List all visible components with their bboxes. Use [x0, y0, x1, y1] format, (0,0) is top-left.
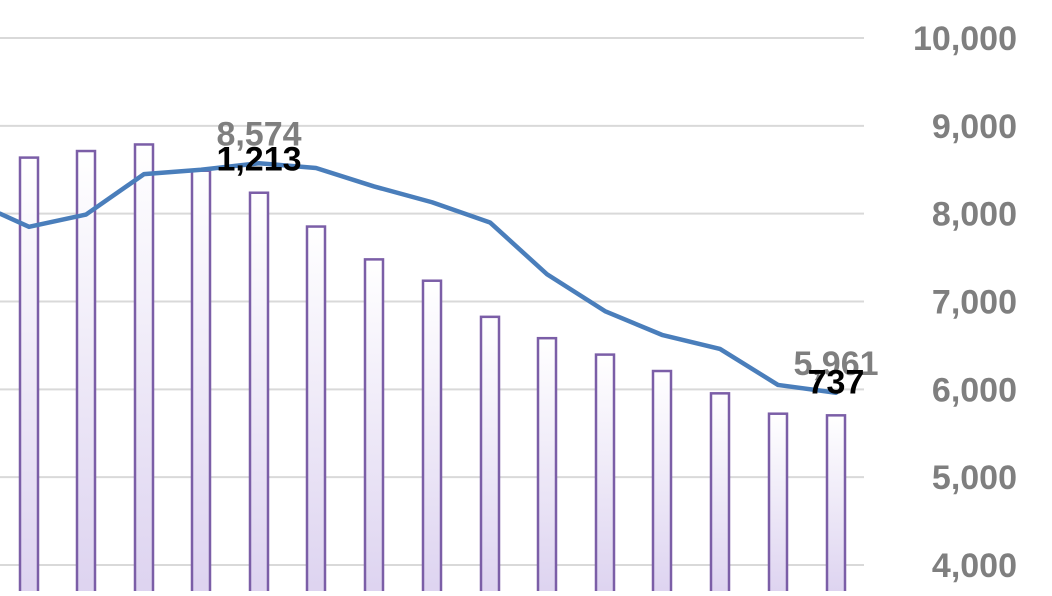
bar [248, 191, 270, 596]
line-data-label: 8,574 [216, 115, 301, 153]
bar [133, 143, 155, 596]
line-data-label: 5,961 [793, 345, 878, 383]
y-tick-label: 8,000 [932, 196, 1017, 234]
bar-series [18, 143, 847, 596]
bar [190, 169, 212, 596]
bar [479, 315, 501, 596]
bar [709, 392, 731, 596]
bar [305, 225, 327, 596]
bar [825, 414, 847, 596]
y-tick-label: 4,000 [932, 547, 1017, 585]
right-axis: 4,000 5,000 6,000 7,000 8,000 9,000 10,000 [913, 20, 1017, 585]
bar [536, 336, 558, 596]
y-tick-label: 9,000 [932, 108, 1017, 146]
data-labels: 8,574 5,961 1,213 737 [216, 115, 878, 401]
y-tick-label: 10,000 [913, 20, 1017, 58]
bar [363, 258, 385, 596]
y-tick-label: 6,000 [932, 371, 1017, 409]
bar [594, 353, 616, 596]
bar-data-label: 1,213 [216, 141, 301, 179]
bar-data-label: 737 [808, 363, 865, 401]
line-path [0, 161, 839, 396]
y-tick-label: 7,000 [932, 284, 1017, 322]
y-tick-label: 5,000 [932, 459, 1017, 497]
bar [421, 279, 443, 596]
line-series [0, 161, 839, 396]
bar [767, 412, 789, 596]
bar [651, 369, 673, 596]
